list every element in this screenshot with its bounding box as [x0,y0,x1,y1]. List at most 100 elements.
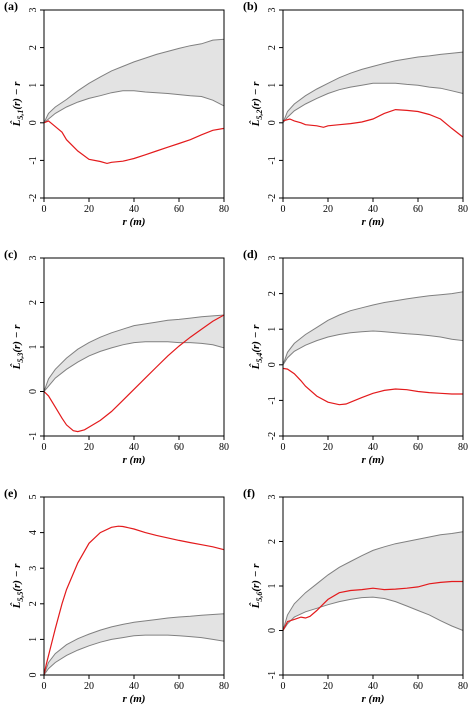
x-tick-label: 0 [42,204,47,215]
y-tick-label: 5 [28,495,39,500]
y-tick-label: 0 [267,628,278,633]
x-tick-label: 60 [413,681,423,692]
observed-series-line [282,108,464,138]
x-tick-label: 20 [323,442,333,453]
y-axis-label: L̂5,3(r) − r [10,324,25,371]
y-axis-label: L̂5,6(r) − r [249,563,264,610]
x-tick-label: 40 [368,442,378,453]
y-tick-label: -2 [267,432,278,440]
x-tick-label: 80 [219,442,229,453]
simulation-envelope [43,38,225,124]
y-tick-label: 1 [28,637,39,642]
x-tick-label: 60 [174,681,184,692]
y-axis-label: L̂5,1(r) − r [10,81,25,128]
observed-series-line [282,580,463,631]
x-tick-label: 0 [281,204,286,215]
x-tick-label: 60 [413,204,423,215]
x-axis-label: r (m) [123,454,146,466]
x-tick-label: 20 [84,442,94,453]
y-tick-label: 0 [267,120,278,125]
x-tick-label: 0 [42,442,47,453]
x-axis-label: r (m) [362,216,385,228]
y-axis-label: L̂5,4(r) − r [249,324,264,371]
y-tick-label: 1 [28,83,39,88]
y-tick-label: 1 [267,584,278,589]
y-tick-label: -2 [28,194,39,202]
y-tick-label: 3 [28,8,39,13]
y-tick-label: 0 [28,673,39,678]
y-tick-label: 1 [28,345,39,350]
y-tick-label: 2 [28,45,39,50]
x-tick-label: 60 [413,442,423,453]
simulation-envelope [43,613,225,676]
y-tick-label: 3 [267,495,278,500]
chart-panel-a: (a) 0 20 40 60 80 -2 -1 0 1 2 3 r (m) L̂5,1(r) − r [4,0,229,228]
y-tick-label: -1 [28,156,39,164]
panel-label: (c) [4,247,17,261]
y-tick-label: -1 [267,396,278,404]
y-tick-label: 2 [28,601,39,606]
observed-series-line [43,314,225,433]
y-tick-label: 1 [267,83,278,88]
x-tick-label: 40 [129,681,139,692]
y-tick-label: 4 [28,530,39,535]
x-tick-label: 40 [368,681,378,692]
y-tick-label: 3 [28,566,39,571]
y-tick-label: 1 [267,327,278,332]
x-tick-label: 40 [129,204,139,215]
y-tick-label: 3 [267,256,278,261]
y-tick-label: 3 [28,256,39,261]
x-axis-label: r (m) [362,693,385,705]
panel-label: (a) [4,0,18,13]
y-tick-label: 3 [267,8,278,13]
observed-series-line [282,367,463,406]
x-tick-label: 20 [84,681,94,692]
x-tick-label: 20 [323,681,333,692]
panel-label: (f) [243,486,255,500]
observed-series-line [43,120,225,165]
panel-label: (b) [243,0,258,13]
simulation-envelope [282,291,464,366]
x-tick-label: 80 [458,442,468,453]
chart-panel-d: (d) 0 20 40 60 80 -2 -1 0 1 2 3 r (m) L̂5,4(r) − r [243,247,468,466]
y-tick-label: 2 [267,45,278,50]
x-tick-label: 80 [458,204,468,215]
x-tick-label: 20 [323,204,333,215]
y-tick-label: 0 [28,120,39,125]
chart-panel-e: (e) 0 20 40 60 80 0 1 2 3 4 5 r (m) L̂5,5(r) − r [4,486,229,705]
y-tick-label: 0 [28,389,39,394]
y-tick-label: -1 [267,671,278,679]
x-tick-label: 0 [281,681,286,692]
x-tick-label: 40 [368,204,378,215]
observed-series-line [43,525,225,676]
x-tick-label: 80 [458,681,468,692]
x-tick-label: 60 [174,442,184,453]
x-tick-label: 80 [219,204,229,215]
y-tick-label: 0 [267,362,278,367]
y-tick-label: 2 [267,291,278,296]
plot-frame [282,257,464,437]
panel-label: (e) [4,486,17,500]
x-tick-label: 80 [219,681,229,692]
plot-frame [282,9,464,199]
x-axis-label: r (m) [123,693,146,705]
y-axis-label: L̂5,5(r) − r [10,563,25,610]
x-axis-label: r (m) [123,216,146,228]
y-tick-label: 2 [267,539,278,544]
x-axis-label: r (m) [362,454,385,466]
x-tick-label: 40 [129,442,139,453]
y-tick-label: -1 [267,156,278,164]
x-tick-label: 0 [42,681,47,692]
x-tick-label: 0 [281,442,286,453]
y-tick-label: 2 [28,300,39,305]
simulation-envelope [43,314,225,392]
chart-panel-b: (b) 0 20 40 60 80 -2 -1 0 1 2 3 r (m) L̂5,2(r) − r [243,0,468,228]
x-tick-label: 60 [174,204,184,215]
y-tick-label: -1 [28,432,39,440]
y-axis-label: L̂5,2(r) − r [249,81,264,128]
panel-label: (d) [243,247,258,261]
simulation-envelope [282,51,464,124]
